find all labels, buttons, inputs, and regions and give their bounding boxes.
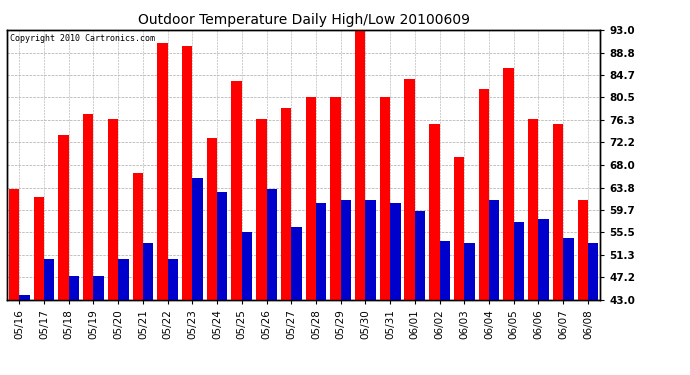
Bar xyxy=(454,157,464,300)
Bar xyxy=(241,232,252,300)
Bar xyxy=(256,119,266,300)
Bar xyxy=(143,243,153,300)
Bar xyxy=(390,203,400,300)
Title: Outdoor Temperature Daily High/Low 20100609: Outdoor Temperature Daily High/Low 20100… xyxy=(137,13,470,27)
Bar xyxy=(193,178,203,300)
Bar xyxy=(207,138,217,300)
Bar xyxy=(514,222,524,300)
Bar xyxy=(553,124,563,300)
Bar xyxy=(83,114,93,300)
Bar xyxy=(588,243,598,300)
Bar xyxy=(440,241,450,300)
Bar xyxy=(118,260,128,300)
Bar xyxy=(9,189,19,300)
Bar xyxy=(108,119,118,300)
Bar xyxy=(69,276,79,300)
Bar xyxy=(168,260,178,300)
Bar xyxy=(157,44,168,300)
Bar xyxy=(266,189,277,300)
Bar xyxy=(504,68,514,300)
Bar xyxy=(306,98,316,300)
Bar xyxy=(528,119,538,300)
Bar xyxy=(578,200,588,300)
Bar xyxy=(538,219,549,300)
Bar xyxy=(331,98,341,300)
Bar xyxy=(429,124,440,300)
Text: Copyright 2010 Cartronics.com: Copyright 2010 Cartronics.com xyxy=(10,34,155,43)
Bar xyxy=(231,81,241,300)
Bar xyxy=(464,243,475,300)
Bar xyxy=(479,89,489,300)
Bar xyxy=(44,260,55,300)
Bar xyxy=(489,200,500,300)
Bar xyxy=(366,200,376,300)
Bar xyxy=(34,197,44,300)
Bar xyxy=(59,135,69,300)
Bar xyxy=(563,238,573,300)
Bar xyxy=(341,200,351,300)
Bar xyxy=(132,173,143,300)
Bar xyxy=(93,276,104,300)
Bar xyxy=(217,192,228,300)
Bar xyxy=(291,227,302,300)
Bar xyxy=(182,46,193,300)
Bar xyxy=(380,98,390,300)
Bar xyxy=(355,27,366,300)
Bar xyxy=(316,203,326,300)
Bar xyxy=(19,295,30,300)
Bar xyxy=(415,211,425,300)
Bar xyxy=(404,79,415,300)
Bar xyxy=(281,108,291,300)
